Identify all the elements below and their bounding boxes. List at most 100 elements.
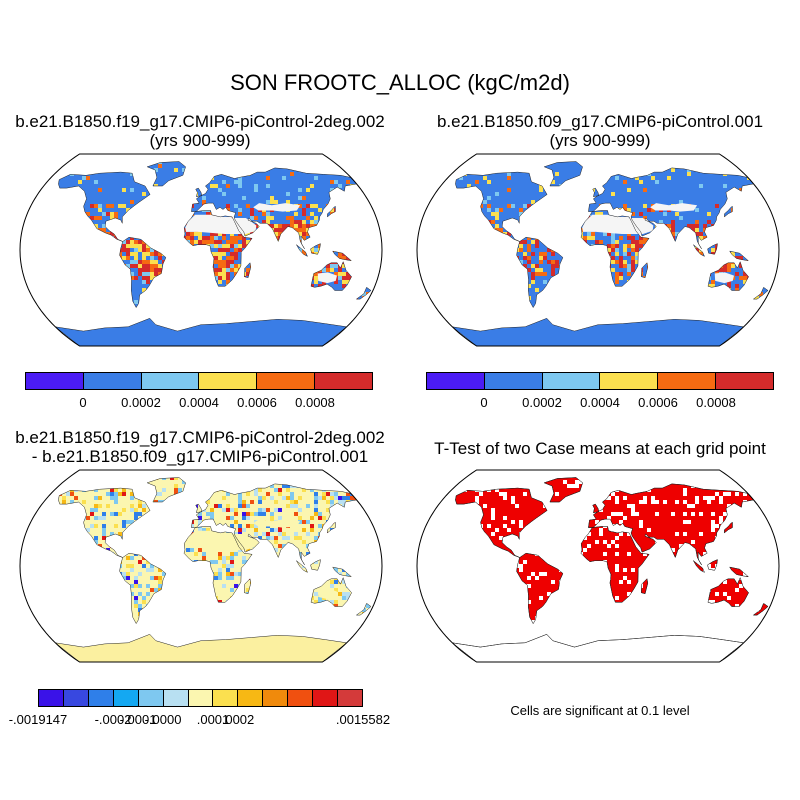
coastline-uk <box>195 187 203 198</box>
coastline-uk <box>195 503 203 514</box>
colorbar-swatch <box>542 373 601 389</box>
colorbar-tick-label: 0.0008 <box>295 395 335 410</box>
colorbar-swatch <box>600 373 659 389</box>
colorbar-tick-label: .0002 <box>221 712 255 727</box>
colorbar-swatch <box>141 373 200 389</box>
coastline-antarctica <box>451 318 745 347</box>
coastline-australia <box>707 576 749 607</box>
coastline-new-guinea <box>332 250 353 262</box>
colorbar-tick-label: 0.0006 <box>237 395 277 410</box>
land-borneo <box>310 559 321 571</box>
panel-3-map <box>19 469 383 663</box>
colorbar-swatch <box>39 690 64 706</box>
coastline-new-guinea <box>729 250 750 262</box>
coastline-australia <box>310 260 352 291</box>
land-madagascar <box>244 578 251 594</box>
coastline-north-america <box>58 487 151 558</box>
desert-central-asia <box>650 203 698 212</box>
coastline-borneo <box>310 559 321 571</box>
colorbar-tick-label: -.0000 <box>144 712 182 727</box>
coastline-eurasia <box>588 167 755 250</box>
coastline-borneo <box>310 243 321 255</box>
map-border <box>19 153 383 347</box>
panel-2-map <box>416 153 780 347</box>
land-japan <box>724 206 733 217</box>
panel-1-title-line-2: (yrs 900-999) <box>149 131 251 150</box>
colorbar-swatch <box>263 690 289 706</box>
panel-3-colorbar <box>38 689 363 707</box>
panel-2-title-line-2: (yrs 900-999) <box>549 131 651 150</box>
colorbar-swatch <box>484 373 543 389</box>
colorbar-swatch <box>427 373 485 389</box>
colorbar-tick-label: 0.0008 <box>696 395 736 410</box>
land-north-america <box>58 172 151 242</box>
land-greenland <box>147 161 186 186</box>
coastline-madagascar <box>244 578 252 595</box>
desert-central-asia <box>253 519 301 528</box>
colorbar-swatch <box>88 690 114 706</box>
colorbar-swatch <box>716 373 773 389</box>
coastline-eurasia <box>588 483 755 566</box>
coastline-eurasia <box>191 167 358 250</box>
figure-title: SON FROOTC_ALLOC (kgC/m2d) <box>230 70 570 95</box>
desert-aus-desert <box>714 272 734 284</box>
panel-1-map <box>19 153 383 347</box>
colorbar-tick-label: -.0002 <box>94 712 132 727</box>
land-antarctica <box>55 634 347 662</box>
land-new-zealand <box>356 287 371 300</box>
coastline-north-america <box>455 171 548 242</box>
coastline-new-guinea <box>729 566 750 578</box>
colorbar-swatch <box>26 373 84 389</box>
coastline-japan <box>724 521 733 534</box>
coastline-madagascar <box>641 262 649 279</box>
panel-1-colorbar <box>25 372 373 390</box>
coastline-antarctica <box>54 634 348 663</box>
coastline-africa <box>183 526 253 603</box>
coastline-africa <box>580 526 650 603</box>
coastline-borneo <box>707 243 718 255</box>
coastline-antarctica <box>451 634 745 663</box>
colorbar-tick-label: .0001 <box>196 712 230 727</box>
colorbar-swatch <box>113 690 139 706</box>
land-north-america <box>455 172 548 242</box>
coastline-uk <box>592 503 600 514</box>
desert-central-asia <box>253 203 301 212</box>
colorbar-swatch <box>213 690 239 706</box>
land-antarctica <box>55 318 347 346</box>
map-border <box>416 469 780 663</box>
colorbar-swatch <box>315 373 372 389</box>
colorbar-swatch <box>63 690 89 706</box>
coastline-africa <box>580 210 650 287</box>
colorbar-tick-label: 0.0002 <box>121 395 161 410</box>
coastline-new-zealand <box>752 286 769 300</box>
land-greenland <box>544 161 583 186</box>
coastline-new-zealand <box>355 602 372 616</box>
colorbar-tick-label: 0.0006 <box>638 395 678 410</box>
panel-3-title-line-1: b.e21.B1850.f19_g17.CMIP6-piControl-2deg… <box>15 428 385 447</box>
colorbar-swatch <box>658 373 717 389</box>
coastline-greenland <box>543 477 583 503</box>
land-north-america <box>58 488 151 558</box>
colorbar-swatch <box>257 373 316 389</box>
coastline-new-zealand <box>355 286 372 300</box>
coastline-new-guinea <box>332 566 353 578</box>
coastline-south-america <box>119 236 167 309</box>
colorbar-swatch <box>199 373 258 389</box>
colorbar-tick-label: .0015582 <box>335 712 391 727</box>
panel-2-title: b.e21.B1850.f09_g17.CMIP6-piControl.001 … <box>400 112 800 150</box>
desert-sahara-arabia <box>185 214 257 234</box>
desert-sahara-arabia <box>582 214 654 234</box>
desert-aus-desert <box>317 272 337 284</box>
coastline-madagascar <box>641 578 649 595</box>
coastline-borneo <box>707 559 718 571</box>
colorbar-swatch <box>338 690 362 706</box>
panel-1-title-line-1: b.e21.B1850.f19_g17.CMIP6-piControl-2deg… <box>15 112 385 131</box>
panel-2-title-line-1: b.e21.B1850.f09_g17.CMIP6-piControl.001 <box>436 112 764 131</box>
coastline-australia <box>310 576 352 607</box>
significance-note: Cells are significant at 0.1 level <box>510 703 690 718</box>
coastline-antarctica <box>54 318 348 347</box>
coastline-africa <box>183 210 253 287</box>
coastline-uk <box>592 187 600 198</box>
coastline-greenland <box>543 161 583 187</box>
coastline-south-america <box>119 552 167 625</box>
